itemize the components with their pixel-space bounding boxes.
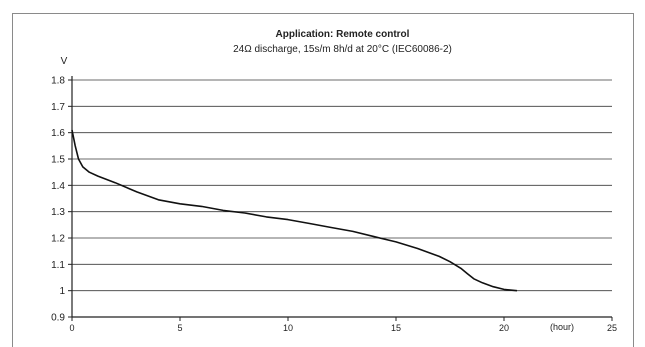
y-tick-labels: 0.9 1 1.1 1.2 1.3 1.4 1.5 1.6 1.7 1.8 — [51, 76, 65, 324]
x-tick-label: 10 — [283, 323, 293, 333]
y-tick-label: 0.9 — [51, 313, 65, 324]
x-tick-label: 15 — [391, 323, 401, 333]
y-tick-label: 1 — [59, 286, 65, 297]
x-tick-label: 0 — [69, 323, 74, 333]
y-tick-label: 1.6 — [51, 128, 65, 139]
y-tick-label: 1.2 — [51, 234, 65, 245]
y-axis-label: V — [61, 56, 68, 67]
series-line — [71, 129, 518, 292]
x-axis-label: (hour) — [550, 322, 574, 332]
y-tick-label: 1.1 — [51, 260, 65, 271]
chart-subtitle: 24Ω discharge, 15s/m 8h/d at 20°C (IEC60… — [233, 44, 452, 55]
series-layer — [71, 129, 518, 292]
y-tick-label: 1.8 — [51, 76, 65, 87]
y-tick-label: 1.4 — [51, 181, 65, 192]
y-tick-label: 1.5 — [51, 155, 65, 166]
x-tick-labels: 0 5 10 15 20 25 — [69, 323, 617, 333]
y-tick-label: 1.7 — [51, 102, 65, 113]
chart-title: Application: Remote control — [275, 29, 410, 40]
y-tick-label: 1.3 — [51, 207, 65, 218]
grid-lines — [72, 79, 612, 292]
x-tick-label: 25 — [607, 323, 617, 333]
axes — [68, 76, 613, 321]
x-tick-label: 20 — [499, 323, 509, 333]
x-tick-label: 5 — [177, 323, 182, 333]
chart-frame — [12, 13, 634, 347]
